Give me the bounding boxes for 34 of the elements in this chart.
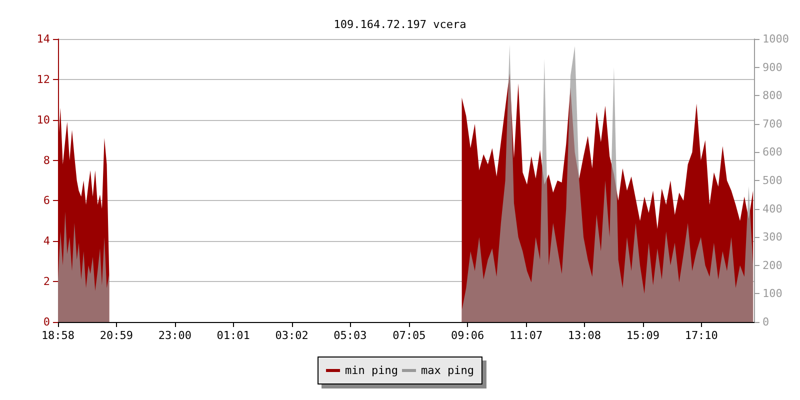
x-tick-label: 09:06 (451, 329, 484, 342)
y-tick-label: 14 (36, 32, 50, 46)
y2-tick-label: 500 (762, 174, 782, 187)
y2-tick-label: 600 (762, 146, 782, 159)
y2-tick-label: 100 (762, 287, 782, 300)
y-tick-label: 0 (43, 316, 50, 328)
x-tick-label: 23:00 (158, 329, 192, 342)
y-tick-label: 10 (36, 113, 50, 126)
y-tick-label: 2 (43, 275, 50, 288)
y2-tick-label: 300 (762, 230, 782, 244)
y2-tick-label: 900 (762, 60, 782, 74)
y2-tick-label: 800 (762, 89, 782, 102)
y-tick-label: 4 (43, 234, 50, 248)
y-tick-label: 12 (36, 72, 50, 86)
y2-tick-label: 200 (762, 258, 782, 272)
x-tick-label: 07:05 (392, 329, 426, 342)
legend-label: max ping (421, 364, 474, 377)
y-tick-label: 6 (43, 194, 50, 208)
x-tick-label: 05:03 (334, 329, 367, 342)
x-tick-label: 03:02 (275, 329, 308, 342)
x-tick-label: 18:58 (41, 329, 75, 342)
y-tick-label: 8 (43, 154, 50, 167)
x-tick-label: 13:08 (568, 329, 602, 342)
y2-tick-label: 700 (762, 117, 782, 130)
x-tick-label: 01:01 (216, 329, 250, 342)
y2-tick-label: 0 (762, 316, 770, 328)
y2-tick-label: 1000 (762, 32, 790, 46)
x-tick-label: 11:07 (509, 329, 543, 342)
legend-label: min ping (345, 364, 398, 377)
x-tick-label: 17:10 (684, 329, 718, 342)
x-tick-label: 20:59 (100, 329, 134, 342)
chart-title: 109.164.72.197 vcera (334, 18, 466, 31)
y2-tick-label: 400 (762, 202, 782, 216)
x-tick-label: 15:09 (626, 329, 660, 342)
